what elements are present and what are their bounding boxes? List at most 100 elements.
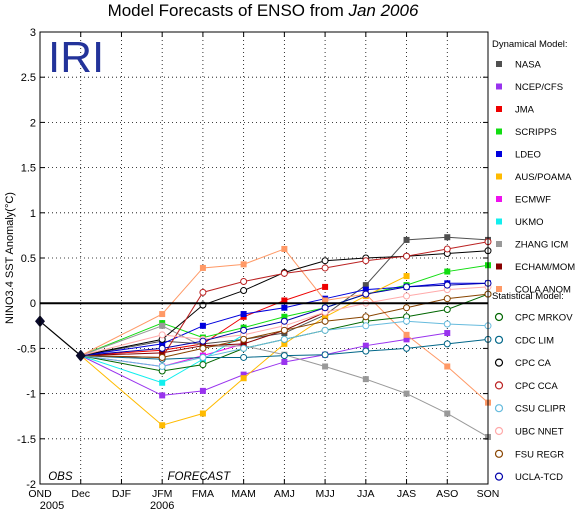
legend-label: ZHANG ICM xyxy=(515,240,568,251)
data-point xyxy=(199,264,206,271)
series-line xyxy=(80,338,489,360)
data-point xyxy=(240,335,248,343)
series-line xyxy=(80,241,489,358)
series-line xyxy=(80,311,326,357)
y-tick-label: 0.5 xyxy=(21,253,36,265)
data-point xyxy=(199,361,207,369)
data-point xyxy=(199,387,206,394)
year-label: 2005 xyxy=(40,500,64,511)
data-point xyxy=(199,353,207,361)
data-point xyxy=(281,304,288,311)
legend-label: UCLA-TCD xyxy=(515,472,563,483)
legend-marker xyxy=(494,449,504,458)
data-point xyxy=(444,234,451,241)
data-point xyxy=(403,390,410,397)
data-point xyxy=(443,295,451,303)
series-line xyxy=(80,275,407,426)
legend-marker xyxy=(496,151,502,157)
legend-marker xyxy=(496,241,502,247)
data-point xyxy=(403,336,410,343)
x-tick-label: MJJ xyxy=(315,488,334,500)
data-point xyxy=(159,422,166,429)
data-point xyxy=(403,236,410,243)
y-tick-label: -1 xyxy=(26,389,36,401)
data-point xyxy=(362,342,369,349)
y-tick-label: -0.5 xyxy=(17,343,36,355)
legend-marker xyxy=(496,196,502,202)
series-line xyxy=(80,332,448,396)
data-point xyxy=(199,322,206,329)
data-point xyxy=(403,331,410,338)
legend-marker xyxy=(496,263,502,270)
legend-dynamical-title: Dynamical Model: xyxy=(492,39,568,50)
legend-marker xyxy=(496,173,502,180)
y-tick-label: -2 xyxy=(26,479,36,491)
x-tick-label: ASO xyxy=(436,488,458,500)
observed-line xyxy=(39,320,82,357)
data-point xyxy=(240,287,248,295)
data-point xyxy=(199,344,207,352)
grid-lines xyxy=(40,32,488,484)
data-point xyxy=(321,304,329,312)
data-point xyxy=(240,278,248,286)
data-point xyxy=(240,340,247,347)
data-point xyxy=(321,264,329,272)
data-point xyxy=(443,340,451,348)
data-point xyxy=(321,351,329,359)
data-point xyxy=(280,335,288,343)
data-point xyxy=(403,344,411,352)
series-line xyxy=(80,334,244,384)
y-axis-label: NINO3.4 SST Anomaly(°C) xyxy=(4,192,16,324)
data-point xyxy=(280,326,288,334)
annotation-label: FORECAST xyxy=(168,471,232,483)
legend-marker xyxy=(496,128,502,135)
y-tick-label: -1.5 xyxy=(17,434,36,446)
data-point xyxy=(280,269,288,277)
data-point xyxy=(403,317,411,325)
series-line xyxy=(80,320,489,367)
data-point xyxy=(159,379,166,386)
legend-label: CPC MRKOV xyxy=(515,313,573,324)
data-point xyxy=(362,376,369,383)
data-point xyxy=(240,353,248,361)
series-line xyxy=(80,248,489,404)
data-point xyxy=(159,322,166,329)
data-point xyxy=(444,410,451,417)
legend-label: CPC CA xyxy=(515,358,552,369)
data-point xyxy=(199,337,207,345)
legend-label: ECHAM/MOM xyxy=(515,262,575,273)
data-point xyxy=(322,363,329,370)
data-point xyxy=(362,347,370,355)
axis-ticks: -2 -1.5 -1 -0.5 0 0.5 1 1.5 2 2.5 3 OND Dec DJF JFM FMA… xyxy=(17,27,499,511)
legend-label: CPC CCA xyxy=(515,381,558,392)
data-point xyxy=(281,245,288,252)
series-line xyxy=(80,286,326,357)
data-point xyxy=(322,283,329,290)
legend-marker xyxy=(494,472,504,481)
x-tick-label: SON xyxy=(477,488,500,500)
data-point xyxy=(281,358,288,365)
data-point xyxy=(444,363,451,370)
data-point xyxy=(362,322,370,330)
series-line xyxy=(80,236,489,357)
data-point xyxy=(403,283,411,291)
data-point xyxy=(321,326,329,334)
observed-series xyxy=(35,315,86,362)
forecast-series xyxy=(80,234,492,440)
legend-label: NCEP/CFS xyxy=(515,82,563,93)
legend-marker xyxy=(494,404,504,413)
legend-label: UBC NNET xyxy=(515,427,564,438)
legend-marker xyxy=(494,381,504,390)
year-label: 2006 xyxy=(150,500,174,511)
data-point xyxy=(281,297,288,304)
x-tick-label: MAM xyxy=(231,488,256,500)
legend-statistical-title: Statistical Model: xyxy=(492,291,564,302)
legend-label: UKMO xyxy=(515,217,544,228)
x-tick-label: JJA xyxy=(357,488,375,500)
x-tick-label: DJF xyxy=(112,488,131,500)
data-point xyxy=(403,252,411,260)
chart-title: Model Forecasts of ENSO from Jan 2006 xyxy=(108,1,419,20)
y-tick-label: 2.5 xyxy=(21,72,36,84)
y-tick-label: 3 xyxy=(30,27,36,39)
series-line xyxy=(80,250,489,357)
